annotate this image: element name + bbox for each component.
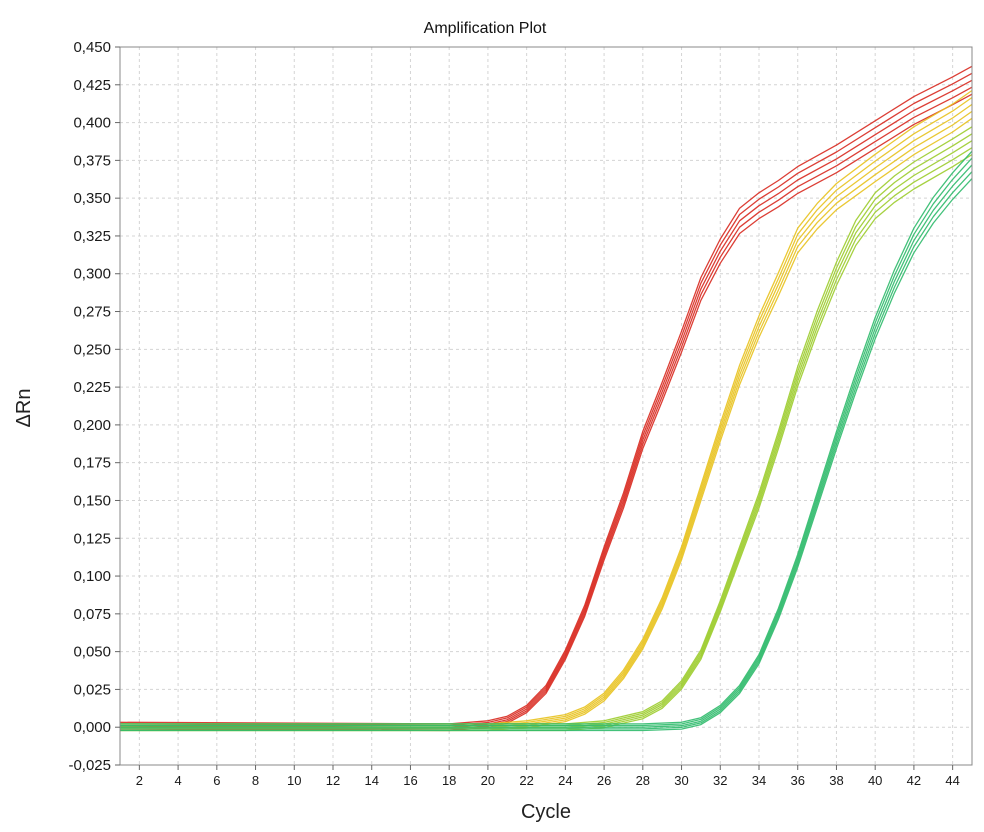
series-line [119,93,973,732]
series-layer [119,65,973,732]
y-tick-label: 0,000 [73,719,111,736]
y-tick-label: 0,300 [73,266,111,283]
series-line [120,164,973,728]
y-tick-label: 0,425 [73,77,111,94]
y-tick-label: 0,075 [73,606,111,623]
y-tick-label: 0,400 [73,115,111,132]
x-tick-label: 16 [403,773,417,788]
y-tick-label: 0,150 [73,492,111,509]
x-tick-label: 28 [636,773,650,788]
series-line [119,72,973,727]
x-tick-label: 38 [829,773,843,788]
series-line [120,126,973,725]
series-line [120,178,973,732]
x-tick-label: 32 [713,773,727,788]
x-tick-label: 42 [907,773,921,788]
series-line [120,103,973,728]
x-tick-label: 8 [252,773,259,788]
x-tick-label: 40 [868,773,882,788]
chart-title: Amplification Plot [424,20,547,37]
series-line [120,150,973,725]
x-tick-label: 4 [174,773,181,788]
plot-area [120,47,972,765]
series-line [119,86,973,730]
y-tick-label: 0,450 [73,39,111,56]
x-tick-label: 34 [752,773,766,788]
series-line [120,140,973,728]
series-line [120,110,973,730]
y-tick-label: 0,325 [73,228,111,245]
series-line [120,117,973,732]
series-line [119,65,973,725]
y-tick-label: 0,200 [73,417,111,434]
y-tick-label: 0,050 [73,644,111,661]
x-tick-label: 14 [364,773,378,788]
y-tick-label: 0,275 [73,304,111,321]
x-tick-label: 22 [519,773,533,788]
y-tick-label: 0,175 [73,455,111,472]
series-line [120,147,973,730]
y-tick-label: 0,100 [73,568,111,585]
x-tick-label: 2 [136,773,143,788]
x-axis: 2 4 6 8 10 12 14 16 18 20 22 24 26 28 30 32 34 36 38 40 42 44 [136,765,960,788]
series-line [120,171,973,730]
x-axis-label: Cycle [521,801,571,823]
y-tick-label: 0,350 [73,190,111,207]
x-tick-label: 26 [597,773,611,788]
x-tick-label: 10 [287,773,301,788]
series-line [120,89,973,725]
x-tick-label: 24 [558,773,572,788]
x-tick-label: 44 [945,773,959,788]
series-line [120,133,973,727]
y-tick-label: 0,375 [73,152,111,169]
x-tick-label: 6 [213,773,220,788]
plot-frame [119,46,973,766]
x-tick-label: 20 [481,773,495,788]
series-line [120,157,973,727]
y-tick-label: 0,025 [73,681,111,698]
y-tick-label: -0,025 [68,757,111,774]
y-tick-label: 0,225 [73,379,111,396]
x-tick-label: 12 [326,773,340,788]
y-axis-label: ΔRn [13,389,35,428]
x-tick-label: 18 [442,773,456,788]
series-line [120,96,973,727]
series-line [119,79,973,728]
y-tick-label: 0,250 [73,341,111,358]
y-tick-label: 0,125 [73,530,111,547]
x-tick-label: 30 [674,773,688,788]
y-axis: -0,025 0,000 0,025 0,050 0,075 0,100 0,125 0,15… [68,39,120,774]
series-line [120,154,973,732]
x-tick-label: 36 [790,773,804,788]
